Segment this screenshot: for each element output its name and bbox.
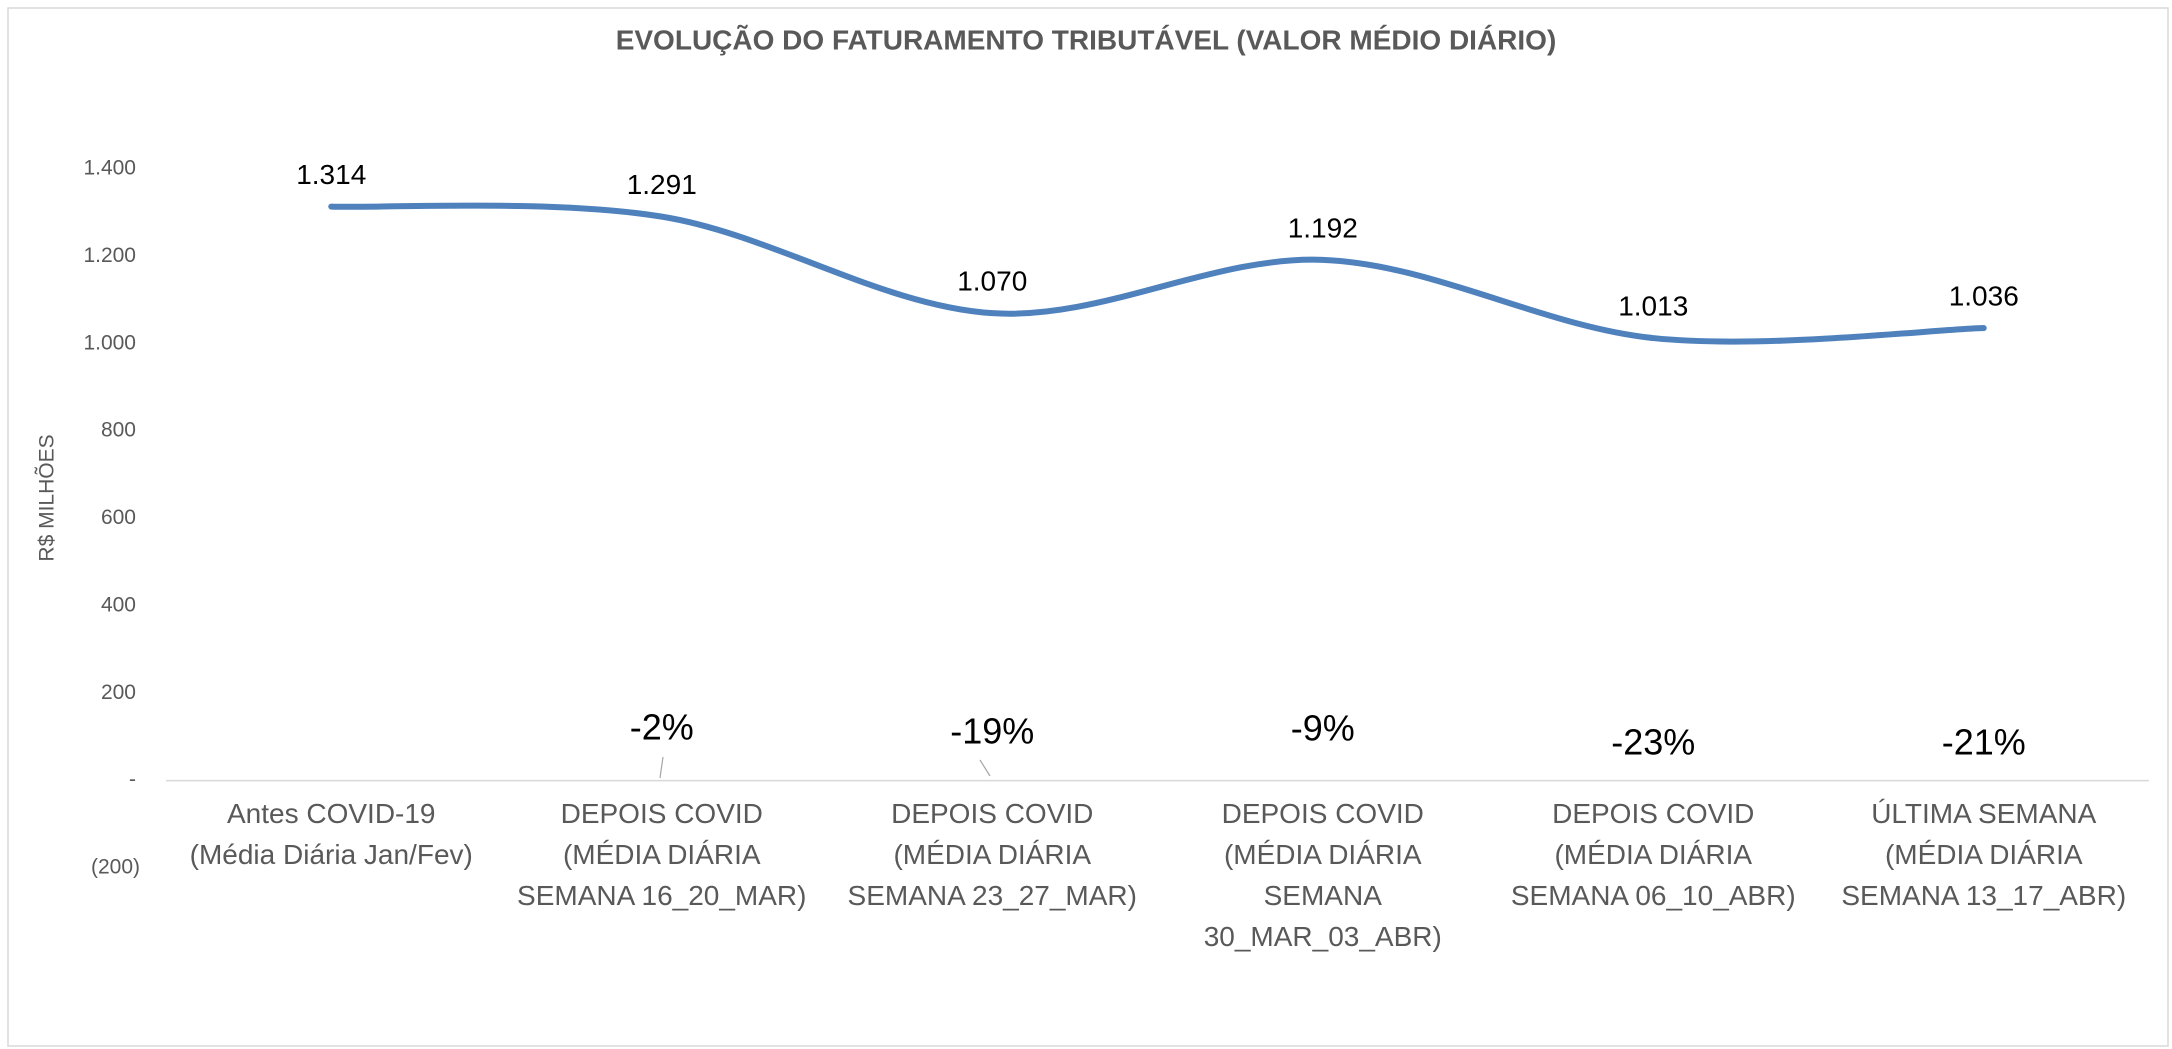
x-tick-label: DEPOIS COVID (MÉDIA DIÁRIA SEMANA 06_10_…	[1510, 797, 1796, 911]
annotation: -9%	[1291, 708, 1355, 749]
y-axis-label: R$ MILHÕES	[35, 434, 59, 561]
y-tick-label: 800	[101, 419, 136, 442]
data-label: 1.192	[1288, 212, 1358, 243]
chart-title: EVOLUÇÃO DO FATURAMENTO TRIBUTÁVEL (VALO…	[616, 24, 1557, 55]
y-tick-label: -	[129, 768, 136, 791]
data-label: 1.070	[957, 266, 1027, 297]
annotation: -19%	[950, 711, 1034, 752]
annotation: -23%	[1611, 722, 1695, 763]
x-tick-label: DEPOIS COVID (MÉDIA DIÁRIA SEMANA 16_20_…	[517, 797, 807, 911]
chart-frame	[7, 7, 2169, 1047]
data-label: 1.314	[296, 159, 366, 190]
x-tick-label: ÚLTIMA SEMANA (MÉDIA DIÁRIA SEMANA 13_17…	[1841, 797, 2127, 911]
y-tick-label: 1.000	[83, 331, 136, 354]
annotation: -2%	[630, 707, 694, 748]
y-tick-label: 200	[101, 681, 136, 704]
leader-line	[979, 759, 991, 777]
x-tick-label: DEPOIS COVID (MÉDIA DIÁRIA SEMANA 23_27_…	[847, 797, 1137, 911]
x-tick-label: DEPOIS COVID (MÉDIA DIÁRIA SEMANA 30_MAR…	[1203, 797, 1442, 952]
x-tick-label: Antes COVID-19 (Média Diária Jan/Fev)	[189, 797, 473, 870]
y-tick-label: (200)	[91, 856, 140, 879]
data-label: 1.036	[1949, 280, 2019, 311]
leader-line	[659, 756, 664, 779]
data-label: 1.013	[1618, 290, 1688, 321]
y-tick-label: 600	[101, 506, 136, 529]
y-tick-label: 1.400	[83, 157, 136, 180]
y-tick-label: 1.200	[83, 244, 136, 267]
data-label: 1.291	[627, 169, 697, 200]
y-tick-label: 400	[101, 593, 136, 616]
line-series	[328, 202, 1987, 345]
annotation: -21%	[1942, 722, 2026, 763]
